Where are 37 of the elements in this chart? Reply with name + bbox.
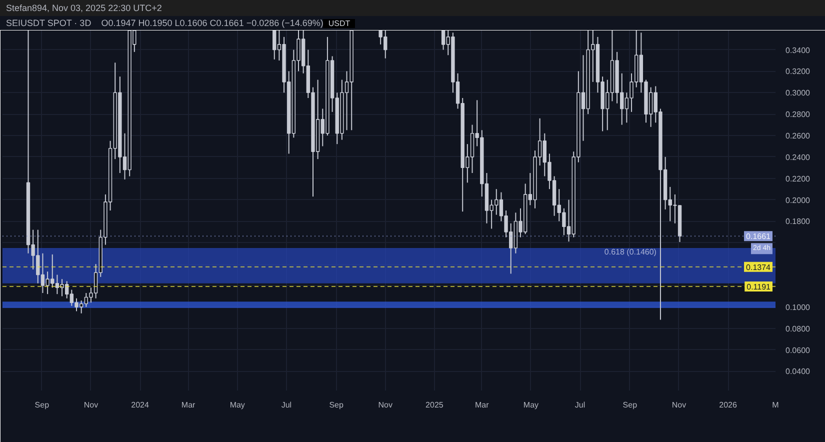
y-tick-label: 0.2800 xyxy=(786,110,811,120)
x-tick-label: 2025 xyxy=(426,400,444,410)
x-tick-label: Jul xyxy=(574,400,586,410)
x-tick-label: M xyxy=(772,400,780,410)
y-tick-label: 0.0400 xyxy=(786,367,811,376)
ref-line-label: 0.1661 xyxy=(746,232,772,242)
y-axis-title: USDT xyxy=(323,18,356,28)
y-tick-label: 0.2000 xyxy=(786,196,811,205)
x-tick-label: Sep xyxy=(329,400,344,410)
y-tick-label: 0.2400 xyxy=(786,152,811,162)
chart-title: SEIUSDT SPOT · 3D xyxy=(6,18,92,28)
annotation: 0.618 (0.1460) xyxy=(604,248,657,257)
y-tick-label: 0.3000 xyxy=(786,88,811,98)
x-tick-label: May xyxy=(230,400,245,410)
y-tick-label: 0.1000 xyxy=(786,302,811,312)
y-tick-label: 0.2200 xyxy=(786,174,811,184)
x-tick-label: Mar xyxy=(181,400,196,410)
y-tick-label: 0.3400 xyxy=(786,46,811,55)
x-tick-label: Sep xyxy=(622,400,638,410)
x-tick-label: Nov xyxy=(378,400,392,410)
y-tick-label: 0.2600 xyxy=(786,132,811,140)
y-tick-label: 0.0600 xyxy=(786,346,811,355)
y-tick-label: 0.1800 xyxy=(786,217,811,226)
ref-line-label: 0.1374 xyxy=(746,262,772,272)
x-tick-label: 2026 xyxy=(719,400,738,410)
ref-line-label: 0.1191 xyxy=(746,282,772,292)
y-tick-label: 0.3200 xyxy=(786,67,811,76)
y-tick-label: 0.0800 xyxy=(786,324,811,334)
text: Stefan894, Nov 03, 2025 22:30 UTC+2 xyxy=(6,2,162,15)
x-tick-label: 2024 xyxy=(131,400,150,410)
chart-subtitle: O0.1947 H0.1950 L0.1606 C0.1661 −0.0286 (−14.69%) xyxy=(101,18,324,28)
x-tick-label: Nov xyxy=(672,400,686,410)
x-tick-label: Mar xyxy=(475,400,490,410)
x-tick-label: Jul xyxy=(281,400,292,410)
x-tick-label: Sep xyxy=(34,400,50,410)
x-tick-label: Nov xyxy=(84,400,98,410)
x-tick-label: May xyxy=(523,400,539,410)
